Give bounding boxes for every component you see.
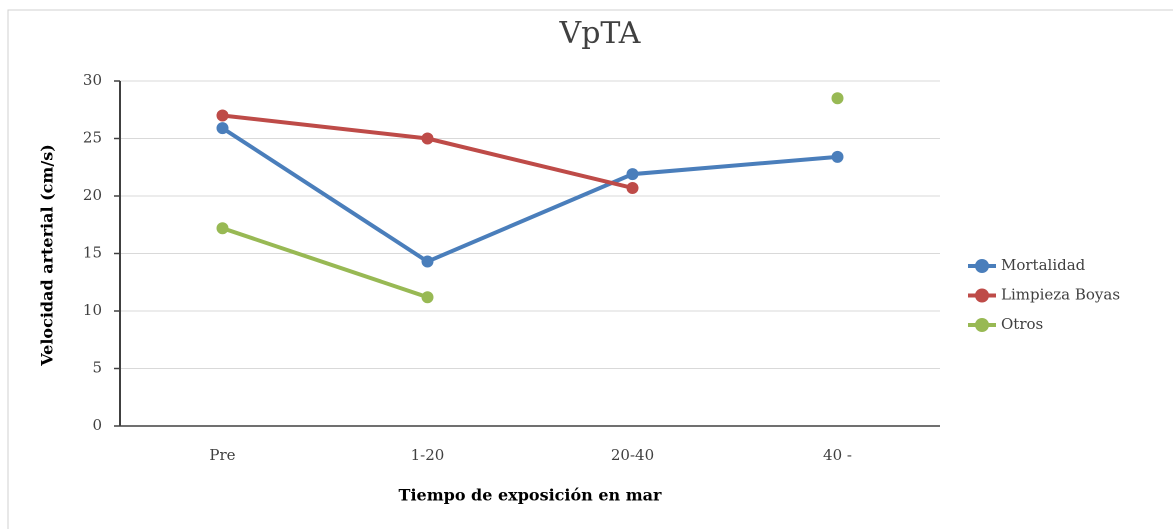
data-point	[421, 255, 434, 268]
data-point	[216, 222, 229, 235]
data-point	[216, 109, 229, 122]
data-point	[626, 168, 639, 181]
x-tick-label: Pre	[209, 446, 235, 464]
data-point	[831, 92, 844, 105]
y-tick-label: 20	[83, 186, 102, 204]
y-tick-label: 25	[83, 129, 102, 147]
y-axis-title: Velocidad arterial (cm/s)	[38, 144, 57, 367]
series-line	[221, 126, 838, 264]
data-point	[421, 132, 434, 145]
x-tick-label: 20-40	[611, 446, 654, 464]
legend-label: Otros	[1001, 315, 1043, 333]
legend-label: Mortalidad	[1001, 256, 1086, 274]
data-point	[216, 122, 229, 135]
legend-marker	[975, 318, 989, 332]
y-tick-label: 30	[83, 71, 102, 89]
series-line	[223, 98, 838, 297]
y-tick-label: 10	[83, 301, 102, 319]
legend-marker	[975, 259, 989, 273]
legend-label: Limpieza Boyas	[1001, 286, 1120, 304]
legend-marker	[975, 288, 989, 303]
x-tick-label: 1-20	[411, 446, 445, 464]
x-axis-title: Tiempo de exposición en mar	[399, 486, 663, 505]
data-point	[421, 291, 434, 304]
chart-title: VpTA	[559, 16, 641, 51]
x-tick-label: 40 -	[823, 446, 852, 464]
series-line	[222, 113, 633, 190]
data-point	[831, 150, 844, 163]
y-tick-label: 15	[83, 244, 102, 262]
y-tick-label: 5	[92, 359, 102, 377]
y-tick-label: 0	[92, 416, 102, 434]
data-point	[626, 181, 639, 194]
chart-border	[7, 9, 1173, 529]
